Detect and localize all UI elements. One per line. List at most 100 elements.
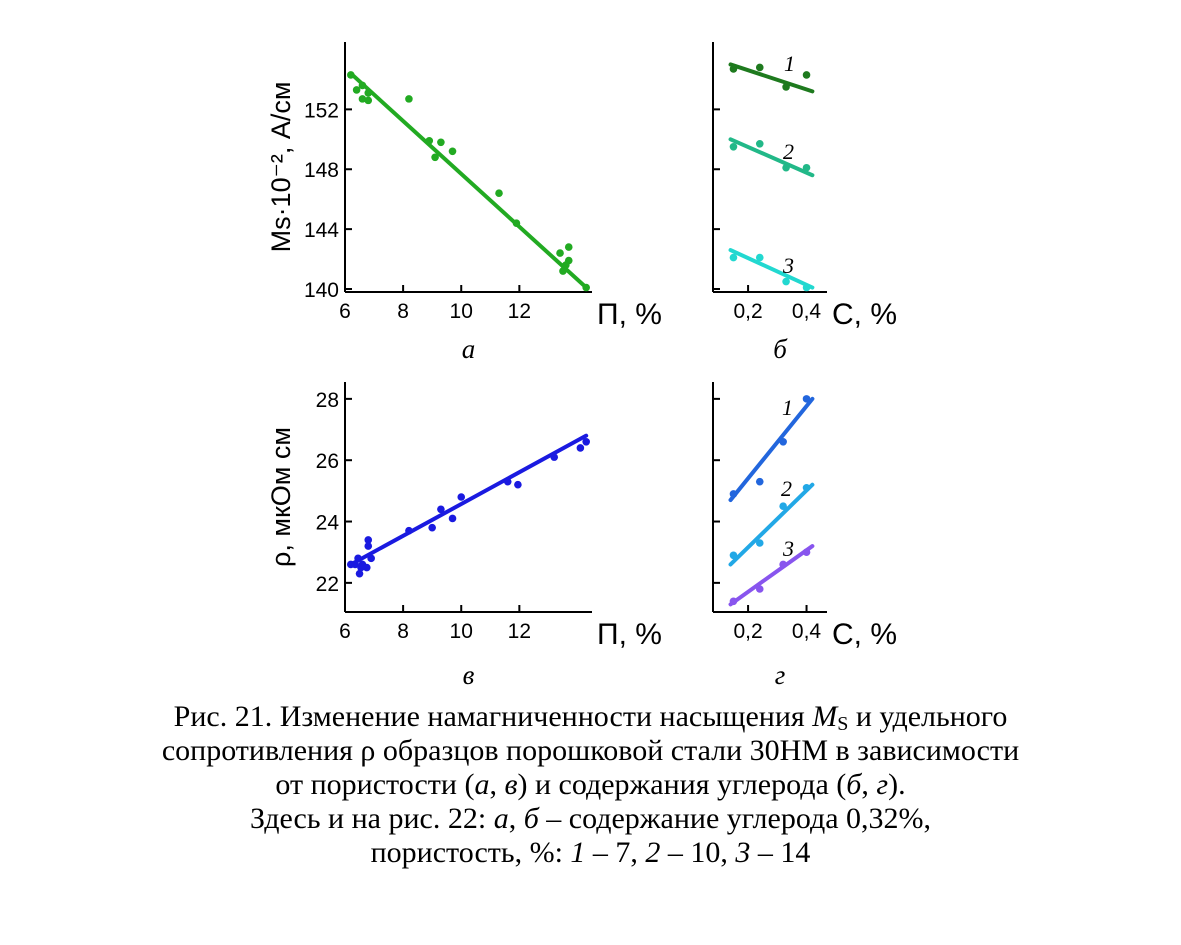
data-point	[755, 585, 764, 593]
data-point	[755, 63, 764, 72]
data-point	[448, 147, 457, 156]
data-point	[802, 395, 811, 403]
data-point	[755, 477, 764, 486]
fit-line	[728, 248, 815, 290]
x-tick-label: 8	[397, 620, 409, 643]
data-point	[448, 514, 457, 523]
data-point	[729, 490, 738, 498]
x-tick-label: 10	[450, 300, 473, 323]
fit-line	[728, 544, 815, 607]
caption-panel-ref: а	[474, 768, 490, 801]
caption-text: – 7,	[585, 836, 646, 869]
data-point	[729, 253, 738, 262]
caption-text: ).	[888, 768, 906, 801]
caption-panel-ref: г	[876, 768, 889, 801]
data-point	[355, 569, 364, 578]
x-tick-label: 0,4	[792, 620, 822, 643]
data-point	[352, 86, 361, 94]
data-point	[582, 283, 590, 292]
data-point	[564, 243, 573, 251]
x-tick-label: 12	[508, 620, 531, 643]
x-tick-label: 8	[397, 300, 409, 323]
series-1	[347, 433, 590, 578]
panel-letter: в	[463, 660, 475, 690]
data-point	[582, 438, 590, 446]
panel-b: 0,2 0,4 С, % б 1 2 3	[712, 42, 897, 364]
x-axis-title: С, %	[832, 618, 897, 651]
data-point	[779, 502, 787, 511]
series-label: 2	[783, 139, 794, 164]
caption-text: сопротивления ρ образцов порошковой стал…	[161, 734, 1020, 767]
y-axis-title: ρ, мкОм см	[266, 427, 296, 567]
data-point	[729, 551, 738, 560]
data-point	[437, 505, 445, 514]
data-point	[364, 542, 373, 550]
x-tick-label: 6	[339, 300, 351, 323]
y-tick-label: 144	[304, 219, 339, 242]
caption-ms-subscript: S	[837, 713, 849, 735]
y-tick-label: 140	[304, 279, 339, 302]
fit-line	[348, 433, 589, 567]
caption-panel-ref: б	[846, 768, 862, 801]
x-tick-label: 10	[450, 620, 473, 643]
data-point	[779, 560, 787, 569]
caption-text: – содержание углерода 0,32%,	[538, 802, 932, 835]
caption-line-1: Рис. 21. Изменение намагниченности насыщ…	[0, 700, 1181, 734]
series-3: 3	[728, 395, 815, 561]
caption-text: от пористости (	[275, 768, 475, 801]
panel-letter: а	[462, 334, 476, 364]
series-3: 3	[728, 248, 815, 292]
data-point	[358, 81, 367, 90]
y-tick-label: 152	[304, 99, 339, 122]
x-axis-title: П, %	[597, 298, 662, 331]
data-point	[362, 563, 371, 572]
data-point	[802, 548, 811, 556]
fit-line	[728, 62, 815, 94]
series-label: 1	[782, 395, 793, 420]
data-point	[802, 484, 811, 492]
series-2: 2	[728, 476, 815, 567]
data-point	[358, 95, 367, 103]
series-2: 2	[728, 137, 815, 178]
caption-text: ,	[861, 768, 877, 801]
x-axis-title: С, %	[832, 298, 897, 331]
caption-panel-ref: б	[523, 802, 539, 835]
data-point	[755, 253, 764, 262]
data-point	[782, 83, 790, 91]
data-point	[556, 249, 564, 257]
x-tick-label: 0,2	[733, 300, 762, 323]
caption-text: ) и содержания углерода (	[517, 768, 847, 801]
caption-line-2: сопротивления ρ образцов порошковой стал…	[0, 734, 1181, 768]
caption-text: ,	[508, 802, 524, 835]
data-point	[425, 137, 434, 145]
data-point	[550, 453, 559, 461]
data-point	[364, 89, 373, 97]
data-point	[512, 219, 521, 227]
caption-panel-ref: а	[493, 802, 509, 835]
data-point	[367, 554, 375, 563]
y-tick-label: 24	[316, 512, 340, 535]
data-point	[729, 142, 738, 151]
data-point	[576, 444, 585, 452]
panel-letter: б	[773, 334, 788, 364]
x-tick-label: 6	[339, 620, 351, 643]
caption-text: Здесь и на рис. 22:	[249, 802, 494, 835]
panel-a: 140 144 148 152 6 8 10 12 П, % Ms·10⁻², А/см а	[266, 42, 662, 364]
data-point	[755, 139, 764, 148]
caption-panel-ref: в	[504, 768, 518, 801]
data-point	[782, 277, 790, 286]
caption-line-4: Здесь и на рис. 22: а, б – содержание уг…	[0, 802, 1181, 836]
y-axis-title: Ms·10⁻², А/см	[266, 82, 296, 253]
data-point	[729, 597, 738, 606]
caption-text: Рис. 21. Изменение намагниченности насыщ…	[173, 700, 813, 733]
series-1: 1	[728, 395, 815, 607]
caption-text: – 14	[750, 836, 811, 869]
x-tick-label: 12	[508, 300, 531, 323]
data-point	[514, 480, 522, 489]
data-point	[405, 526, 413, 535]
x-tick-label: 0,2	[733, 620, 762, 643]
data-point	[564, 256, 573, 265]
data-point	[495, 189, 503, 197]
series-label: 1	[784, 51, 795, 76]
